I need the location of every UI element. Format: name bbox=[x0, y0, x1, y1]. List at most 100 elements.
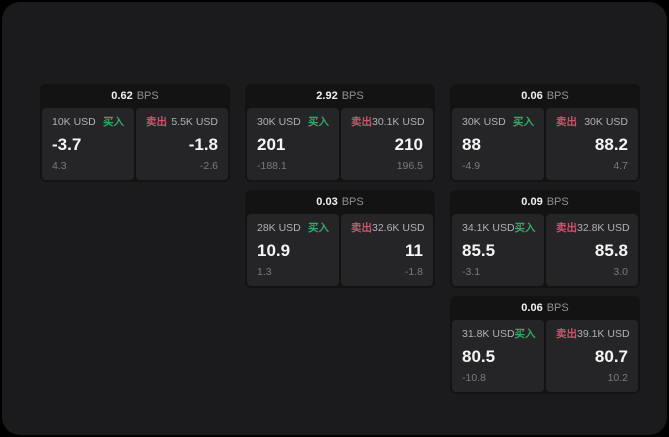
sell-quote-panel[interactable]: 卖出 32.6K USD 11 -1.8 bbox=[341, 214, 433, 286]
sell-delta: 3.0 bbox=[613, 266, 628, 278]
quote-card-body: 31.8K USD 买入 80.5 -10.8 卖出 39.1K USD 80.… bbox=[450, 320, 640, 394]
sell-price: 210 bbox=[394, 134, 423, 154]
buy-side-tag: 买入 bbox=[513, 116, 534, 128]
buy-delta: -188.1 bbox=[257, 160, 287, 172]
sell-amount: 32.6K USD bbox=[372, 222, 425, 234]
buy-side-tag: 买入 bbox=[308, 222, 329, 234]
buy-amount: 30K USD bbox=[462, 116, 506, 128]
buy-delta: -3.1 bbox=[462, 266, 481, 278]
bps-unit-label: BPS bbox=[546, 302, 569, 314]
sell-amount: 30.1K USD bbox=[372, 116, 425, 128]
buy-delta: -4.9 bbox=[462, 160, 481, 172]
sell-price: 80.7 bbox=[594, 346, 628, 366]
sell-meta-row: 卖出 5.5K USD bbox=[146, 116, 218, 129]
buy-quote-panel[interactable]: 31.8K USD 买入 80.5 -10.8 bbox=[452, 320, 544, 392]
sell-meta-row: 卖出 39.1K USD bbox=[556, 328, 630, 341]
bps-unit-label: BPS bbox=[546, 90, 569, 102]
quote-card: 0.03 BPS 28K USD 买入 10.9 1.3 卖出 bbox=[245, 190, 435, 288]
bps-value: 0.06 bbox=[521, 90, 543, 102]
sell-quote-panel[interactable]: 卖出 30.1K USD 210 196.5 bbox=[341, 108, 433, 180]
buy-amount: 30K USD bbox=[257, 116, 301, 128]
bps-header: 0.03 BPS bbox=[245, 190, 435, 214]
quote-card: 0.06 BPS 30K USD 买入 88 -4.9 卖出 bbox=[450, 84, 640, 182]
buy-meta-row: 28K USD 买入 bbox=[257, 222, 329, 235]
bps-value: 0.03 bbox=[316, 196, 338, 208]
bps-value: 2.92 bbox=[316, 90, 338, 102]
bps-header: 0.06 BPS bbox=[450, 296, 640, 320]
buy-meta-row: 30K USD 买入 bbox=[257, 116, 329, 129]
bps-unit-label: BPS bbox=[341, 90, 364, 102]
buy-meta-row: 31.8K USD 买入 bbox=[462, 328, 536, 341]
sell-quote-panel[interactable]: 卖出 30K USD 88.2 4.7 bbox=[546, 108, 638, 180]
sell-side-tag: 卖出 bbox=[556, 328, 577, 340]
buy-price: 10.9 bbox=[257, 240, 291, 260]
quote-card-body: 10K USD 买入 -3.7 4.3 卖出 5.5K USD -1.8 -2.… bbox=[40, 108, 230, 182]
sell-meta-row: 卖出 30.1K USD bbox=[351, 116, 425, 129]
buy-quote-panel[interactable]: 28K USD 买入 10.9 1.3 bbox=[247, 214, 339, 286]
sell-price: -1.8 bbox=[188, 134, 218, 154]
buy-price: 201 bbox=[257, 134, 286, 154]
buy-meta-row: 30K USD 买入 bbox=[462, 116, 534, 129]
sell-amount: 30K USD bbox=[584, 116, 628, 128]
sell-price: 85.8 bbox=[594, 240, 628, 260]
sell-delta: -1.8 bbox=[404, 266, 423, 278]
bps-value: 0.06 bbox=[521, 302, 543, 314]
buy-amount: 10K USD bbox=[52, 116, 96, 128]
sell-meta-row: 卖出 30K USD bbox=[556, 116, 628, 129]
bps-header: 0.62 BPS bbox=[40, 84, 230, 108]
buy-price: 85.5 bbox=[462, 240, 496, 260]
buy-side-tag: 买入 bbox=[308, 116, 329, 128]
buy-quote-panel[interactable]: 10K USD 买入 -3.7 4.3 bbox=[42, 108, 134, 180]
sell-price: 11 bbox=[405, 240, 423, 260]
buy-side-tag: 买入 bbox=[514, 328, 536, 340]
sell-quote-panel[interactable]: 卖出 39.1K USD 80.7 10.2 bbox=[546, 320, 638, 392]
buy-quote-panel[interactable]: 30K USD 买入 201 -188.1 bbox=[247, 108, 339, 180]
bps-unit-label: BPS bbox=[546, 196, 569, 208]
quote-cards-grid: 0.62 BPS 10K USD 买入 -3.7 4.3 卖出 bbox=[40, 84, 640, 394]
sell-side-tag: 卖出 bbox=[351, 116, 372, 128]
sell-price: 88.2 bbox=[594, 134, 628, 154]
quote-card: 0.62 BPS 10K USD 买入 -3.7 4.3 卖出 bbox=[40, 84, 230, 182]
sell-delta: 10.2 bbox=[607, 372, 628, 384]
sell-side-tag: 卖出 bbox=[146, 116, 167, 128]
buy-delta: -10.8 bbox=[462, 372, 486, 384]
sell-amount: 5.5K USD bbox=[171, 116, 218, 128]
bps-header: 0.09 BPS bbox=[450, 190, 640, 214]
buy-delta: 4.3 bbox=[52, 160, 67, 172]
bps-unit-label: BPS bbox=[341, 196, 364, 208]
sell-quote-panel[interactable]: 卖出 32.8K USD 85.8 3.0 bbox=[546, 214, 638, 286]
quote-card-body: 30K USD 买入 201 -188.1 卖出 30.1K USD 210 1… bbox=[245, 108, 435, 182]
buy-meta-row: 34.1K USD 买入 bbox=[462, 222, 536, 235]
buy-quote-panel[interactable]: 34.1K USD 买入 85.5 -3.1 bbox=[452, 214, 544, 286]
quote-card-body: 34.1K USD 买入 85.5 -3.1 卖出 32.8K USD 85.8… bbox=[450, 214, 640, 288]
sell-quote-panel[interactable]: 卖出 5.5K USD -1.8 -2.6 bbox=[136, 108, 228, 180]
quote-card-body: 30K USD 买入 88 -4.9 卖出 30K USD 88.2 4.7 bbox=[450, 108, 640, 182]
buy-quote-panel[interactable]: 30K USD 买入 88 -4.9 bbox=[452, 108, 544, 180]
quote-card-body: 28K USD 买入 10.9 1.3 卖出 32.6K USD 11 -1.8 bbox=[245, 214, 435, 288]
sell-side-tag: 卖出 bbox=[351, 222, 372, 234]
bps-header: 2.92 BPS bbox=[245, 84, 435, 108]
sell-side-tag: 卖出 bbox=[556, 222, 577, 234]
buy-price: 88 bbox=[462, 134, 481, 154]
sell-delta: 4.7 bbox=[613, 160, 628, 172]
bps-value: 0.09 bbox=[521, 196, 543, 208]
buy-meta-row: 10K USD 买入 bbox=[52, 116, 124, 129]
sell-amount: 39.1K USD bbox=[577, 328, 630, 340]
quote-card: 2.92 BPS 30K USD 买入 201 -188.1 卖出 bbox=[245, 84, 435, 182]
sell-amount: 32.8K USD bbox=[577, 222, 630, 234]
sell-delta: -2.6 bbox=[199, 160, 218, 172]
sell-delta: 196.5 bbox=[396, 160, 423, 172]
buy-price: -3.7 bbox=[52, 134, 82, 154]
buy-amount: 31.8K USD bbox=[462, 328, 515, 340]
quote-card: 0.06 BPS 31.8K USD 买入 80.5 -10.8 卖 bbox=[450, 296, 640, 394]
sell-meta-row: 卖出 32.8K USD bbox=[556, 222, 630, 235]
buy-delta: 1.3 bbox=[257, 266, 272, 278]
buy-amount: 34.1K USD bbox=[462, 222, 515, 234]
sell-side-tag: 卖出 bbox=[556, 116, 577, 128]
buy-price: 80.5 bbox=[462, 346, 496, 366]
buy-amount: 28K USD bbox=[257, 222, 301, 234]
bps-unit-label: BPS bbox=[136, 90, 159, 102]
buy-side-tag: 买入 bbox=[514, 222, 536, 234]
